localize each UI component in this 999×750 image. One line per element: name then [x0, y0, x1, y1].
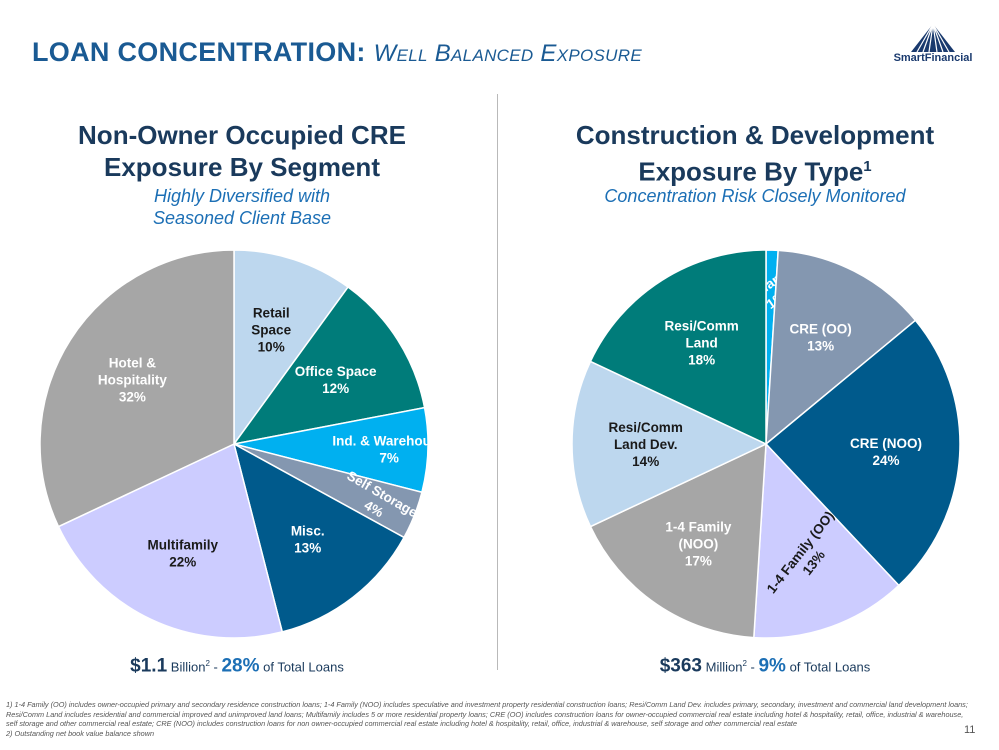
left-pie-label-line: Multifamily	[148, 537, 219, 552]
left-pie-label-line: Hospitality	[98, 373, 168, 388]
right-pie-label-line: 24%	[872, 453, 899, 468]
left-title-line2: Exposure By Segment	[104, 152, 380, 182]
left-pie-label-line: Office Space	[295, 364, 377, 379]
slide-title: Loan Concentration: Well Balanced Exposur…	[32, 30, 642, 76]
left-total-percent: 28%	[221, 655, 260, 677]
footnotes: 1) 1-4 Family (OO) includes owner-occupi…	[6, 700, 971, 738]
right-pie-slice-cre-oo	[765, 249, 917, 446]
left-pie-label-line: Space	[251, 323, 291, 338]
right-pie-label-cre-noo: CRE (NOO) 24%	[850, 436, 922, 468]
right-title-line1: Construction & Development	[575, 120, 935, 150]
right-total-unit: Million	[702, 659, 743, 675]
right-pie-slice-resi-comm-land-dev	[571, 360, 768, 528]
left-pie-slice-office-space	[232, 286, 426, 446]
left-pie-label-line: Retail	[253, 306, 290, 321]
right-pie-slice-resi-comm-land	[589, 249, 767, 446]
right-pie-label-line: Land	[685, 335, 717, 350]
left-title-line1: Non-Owner Occupied CRE	[78, 120, 406, 150]
left-pie-label-office-space: Office Space 12%	[295, 364, 377, 396]
left-pie-label-retail-space: Retail Space 10%	[251, 306, 291, 355]
left-chart-subtitle: Highly Diversified with Seasoned Client …	[42, 185, 442, 229]
left-pie-slice-misc	[232, 442, 406, 633]
right-pie-slice-1-4-family-noo	[589, 442, 767, 639]
left-total-sep: -	[209, 659, 222, 675]
right-chart-title: Construction & Development Exposure By T…	[555, 119, 955, 188]
right-pie-label-line: 13%	[807, 338, 834, 353]
left-pie-label-line: 32%	[119, 390, 146, 405]
left-total-amount: $1.1	[130, 655, 168, 677]
left-total-tail: of Total Loans	[259, 659, 344, 675]
right-pie-label-1-4-family-noo: 1-4 Family (NOO) 17%	[665, 520, 732, 569]
left-pie-slice-multifamily	[57, 442, 284, 639]
left-pie-label-line: Hotel &	[109, 356, 157, 371]
left-total: $1.1 Billion2 - 28% of Total Loans	[37, 652, 437, 679]
page-number: 11	[964, 724, 976, 736]
right-pie-slice-1-4-family-oo	[753, 442, 900, 639]
right-pie-label-line: Resi/Comm	[609, 420, 683, 435]
right-total-footnote-marker: 2	[742, 659, 747, 668]
right-pie-label-resi-comm-land-dev: Resi/Comm Land Dev. 14%	[609, 420, 683, 469]
right-total-amount: $363	[659, 655, 702, 677]
left-pie-label-ind-warehouse: Ind. & Warehouse 7%	[332, 433, 446, 465]
right-total-tail: of Total Loans	[785, 659, 871, 675]
left-total-footnote-marker: 2	[205, 659, 210, 668]
left-pie-label-misc: Misc. 13%	[291, 524, 325, 556]
company-logo-icon	[911, 23, 955, 53]
right-pie-label-line: Resi/Comm	[664, 318, 738, 333]
left-pie-label-line: 22%	[169, 554, 196, 569]
left-subtitle-line1: Highly Diversified with	[153, 186, 331, 206]
left-pie-label-line: Ind. & Warehouse	[332, 433, 446, 448]
right-pie-label-line: 18%	[688, 352, 715, 367]
logo-text: SmartFinancial	[893, 52, 973, 64]
left-chart-title: Non-Owner Occupied CRE Exposure By Segme…	[42, 119, 442, 183]
left-subtitle-line2: Seasoned Client Base	[152, 208, 332, 228]
right-pie-label-line: CRE (NOO)	[850, 436, 922, 451]
right-total: $363 Million2 - 9% of Total Loans	[565, 652, 965, 679]
left-pie-label-line: 10%	[258, 340, 285, 355]
footnote-2: 2) Outstanding net book value balance sh…	[6, 728, 155, 738]
left-pie-label-line: 12%	[322, 381, 349, 396]
right-pie-label-line: 14%	[632, 454, 659, 469]
left-pie-slice-hotel-hospitality	[39, 249, 235, 528]
left-pie-label-multifamily: Multifamily 22%	[148, 537, 219, 569]
footnote-1: 1) 1-4 Family (OO) includes owner-occupi…	[6, 700, 968, 729]
right-pie-label-line: (NOO)	[679, 537, 719, 552]
right-chart-subtitle: Concentration Risk Closely Monitored	[604, 186, 906, 206]
right-pie-label-line: 1-4 Family	[665, 520, 732, 535]
left-total-unit: Billion	[167, 659, 206, 675]
left-pie-label-line: 13%	[294, 541, 321, 556]
left-pie-slice-retail-space	[233, 249, 350, 447]
right-total-sep: -	[746, 659, 759, 675]
right-title-line2: Exposure By Type	[638, 156, 864, 187]
slide-title-lead: Loan Concentration:	[32, 37, 366, 67]
right-pie-slice-cre-noo	[764, 319, 961, 587]
right-pie-label-resi-comm-land: Resi/Comm Land 18%	[664, 318, 738, 367]
right-pie-label-line: 17%	[685, 554, 712, 569]
right-total-percent: 9%	[758, 655, 786, 677]
left-pie-label-line: 7%	[379, 450, 399, 465]
right-pie-label-line: Land Dev.	[614, 437, 678, 452]
right-pie-label-cre-oo: CRE (OO) 13%	[789, 321, 851, 353]
right-title-footnote-marker: 1	[863, 158, 872, 175]
slide-title-tail: Well Balanced Exposure	[373, 40, 642, 67]
panel-divider	[497, 94, 498, 670]
left-pie-label-hotel-hospitality: Hotel & Hospitality 32%	[98, 356, 168, 405]
left-pie-label-line: Misc.	[291, 524, 325, 539]
right-pie-label-line: CRE (OO)	[789, 321, 851, 336]
